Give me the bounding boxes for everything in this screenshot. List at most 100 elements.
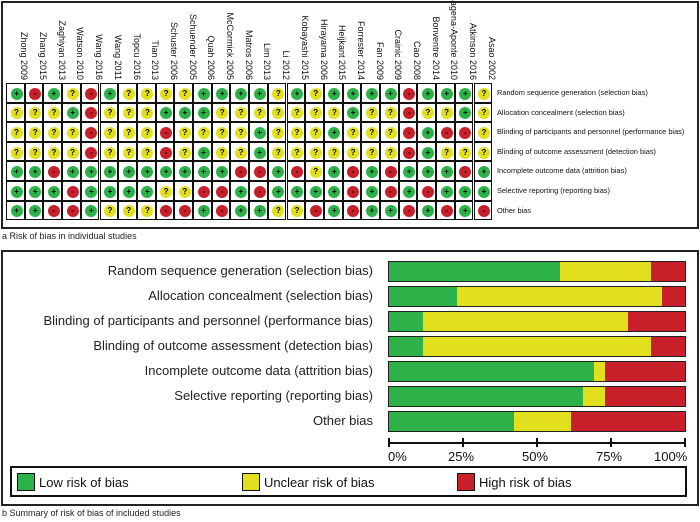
judgement-cell: - (398, 83, 418, 103)
judgement-cell: ? (155, 83, 175, 103)
judgement-cell: + (174, 161, 193, 181)
low-risk-icon: + (29, 166, 42, 179)
judgement-cell: - (193, 181, 212, 201)
judgement-cell: + (99, 181, 119, 201)
judgement-cell: + (323, 200, 343, 221)
judgement-cell: + (473, 181, 493, 201)
study-label: Heijkant 2015 (324, 4, 347, 80)
summary-category-label: Incomplete outcome data (attrition bias) (144, 363, 373, 378)
low-risk-icon: + (10, 185, 23, 198)
study-label: Bagena-Aponte 2010 (436, 0, 459, 80)
unclear-risk-icon: ? (178, 146, 191, 159)
high-risk-icon: - (347, 166, 360, 179)
judgement-cell: - (342, 200, 362, 221)
low-risk-icon: + (459, 205, 472, 218)
study-label: Zhong 2009 (6, 4, 29, 80)
judgement-cell: ? (342, 122, 362, 142)
unclear-risk-icon: ? (141, 126, 154, 139)
judgement-cell: - (454, 161, 474, 181)
unclear-risk-icon: ? (291, 126, 303, 139)
low-risk-icon: + (328, 126, 341, 139)
unclear-risk-icon: ? (309, 146, 322, 159)
unclear-risk-icon: ? (10, 146, 23, 159)
judgement-cell: ? (6, 141, 25, 162)
judgement-cell: ? (361, 122, 380, 142)
unclear-risk-icon: ? (478, 87, 490, 100)
judgement-cell: ? (473, 141, 493, 162)
judgement-cell: ? (62, 83, 81, 103)
x-tick (388, 438, 390, 447)
unclear-risk-icon: ? (478, 126, 490, 139)
judgement-cell: ? (99, 200, 119, 221)
low-risk-icon: + (122, 185, 135, 198)
judgement-cell: + (417, 141, 437, 162)
bar-segment-unclear (457, 287, 663, 306)
judgement-cell: + (118, 161, 137, 181)
low-risk-icon: + (29, 205, 42, 218)
judgement-cell: + (342, 83, 362, 103)
study-label: Topcu 2016 (118, 4, 142, 80)
low-risk-icon: + (365, 205, 378, 218)
study-label: Zhang 2015 (25, 4, 48, 80)
unclear-risk-icon: ? (29, 146, 42, 159)
unclear-risk-icon: ? (272, 205, 285, 218)
low-risk-icon: + (197, 87, 210, 100)
low-risk-icon: + (178, 166, 191, 179)
low-risk-icon: + (328, 87, 341, 100)
judgement-cell: + (136, 161, 156, 181)
bar-segment-unclear (514, 412, 572, 431)
unclear-risk-icon: ? (29, 107, 42, 120)
low-risk-icon: + (291, 185, 303, 198)
study-label: Li 2012 (268, 4, 291, 80)
high-risk-icon: - (234, 166, 247, 179)
low-risk-icon: + (253, 126, 266, 139)
high-risk-icon: - (47, 166, 60, 179)
judgement-cell: ? (380, 122, 399, 142)
judgement-cell: + (361, 83, 380, 103)
judgement-cell: + (193, 141, 212, 162)
high-risk-icon: - (66, 185, 79, 198)
unclear-risk-icon: ? (104, 126, 116, 139)
low-risk-icon: + (66, 107, 79, 120)
unclear-risk-icon: ? (122, 87, 135, 100)
unclear-risk-icon: ? (29, 126, 42, 139)
judgement-cell: ? (193, 122, 212, 142)
judgement-cell: - (43, 200, 63, 221)
judgement-cell: + (174, 102, 193, 123)
judgement-cell: + (230, 181, 250, 201)
judgement-cell: - (249, 161, 268, 181)
low-risk-icon: + (10, 87, 23, 100)
judgement-cell: ? (286, 200, 306, 221)
judgement-cell: + (211, 83, 231, 103)
unclear-risk-icon: ? (66, 146, 79, 159)
study-label: Matros 2006 (230, 4, 254, 80)
judgement-cell: + (436, 161, 455, 181)
judgement-cell: ? (211, 102, 231, 123)
judgement-cell: - (380, 161, 399, 181)
unclear-risk-icon: ? (178, 185, 191, 198)
low-risk-icon: + (234, 87, 247, 100)
judgement-cell: + (62, 161, 81, 181)
low-risk-icon: + (347, 87, 360, 100)
judgement-cell: ? (24, 102, 44, 123)
summary-bar (388, 361, 686, 382)
low-risk-icon: + (347, 107, 360, 120)
judgement-cell: ? (473, 122, 493, 142)
unclear-risk-icon: ? (291, 146, 303, 159)
study-label: Zaghiyan 2013 (43, 4, 67, 80)
low-risk-icon: + (328, 166, 341, 179)
low-risk-icon: + (365, 166, 378, 179)
high-risk-icon: - (440, 126, 453, 139)
study-label: Schuster 2006 (156, 4, 179, 80)
judgement-cell: + (267, 161, 287, 181)
study-label: Tian 2013 (137, 4, 160, 80)
judgement-cell: ? (473, 102, 493, 123)
unclear-risk-icon: ? (66, 87, 79, 100)
legend-label-high: High risk of bias (479, 474, 572, 490)
unclear-risk-icon: ? (272, 126, 285, 139)
unclear-risk-icon: ? (253, 107, 266, 120)
legend: Low risk of bias Unclear risk of bias Hi… (10, 466, 687, 497)
summary-bar (388, 386, 686, 407)
high-risk-icon: - (85, 87, 98, 100)
judgement-cell: - (155, 141, 175, 162)
